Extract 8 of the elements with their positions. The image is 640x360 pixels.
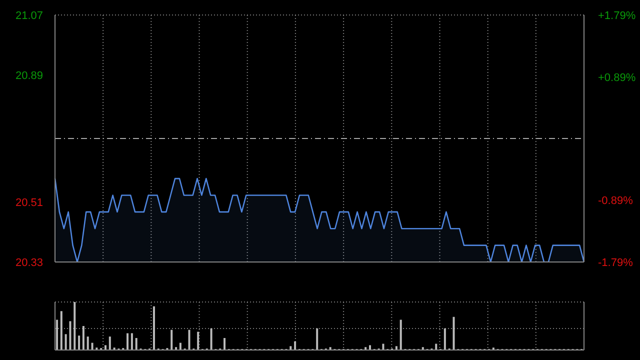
y-tick-label: 20.33 bbox=[15, 257, 43, 269]
y2-tick-label: +1.79% bbox=[598, 10, 636, 22]
y2-tick-label: +0.89% bbox=[598, 72, 636, 84]
y-tick-label: 20.89 bbox=[15, 70, 43, 82]
y2-tick-label: -0.89% bbox=[598, 194, 634, 207]
y2-tick-label: -1.79% bbox=[598, 257, 634, 269]
y-tick-label: 20.51 bbox=[15, 196, 43, 209]
y-tick-label: 21.07 bbox=[15, 10, 43, 22]
